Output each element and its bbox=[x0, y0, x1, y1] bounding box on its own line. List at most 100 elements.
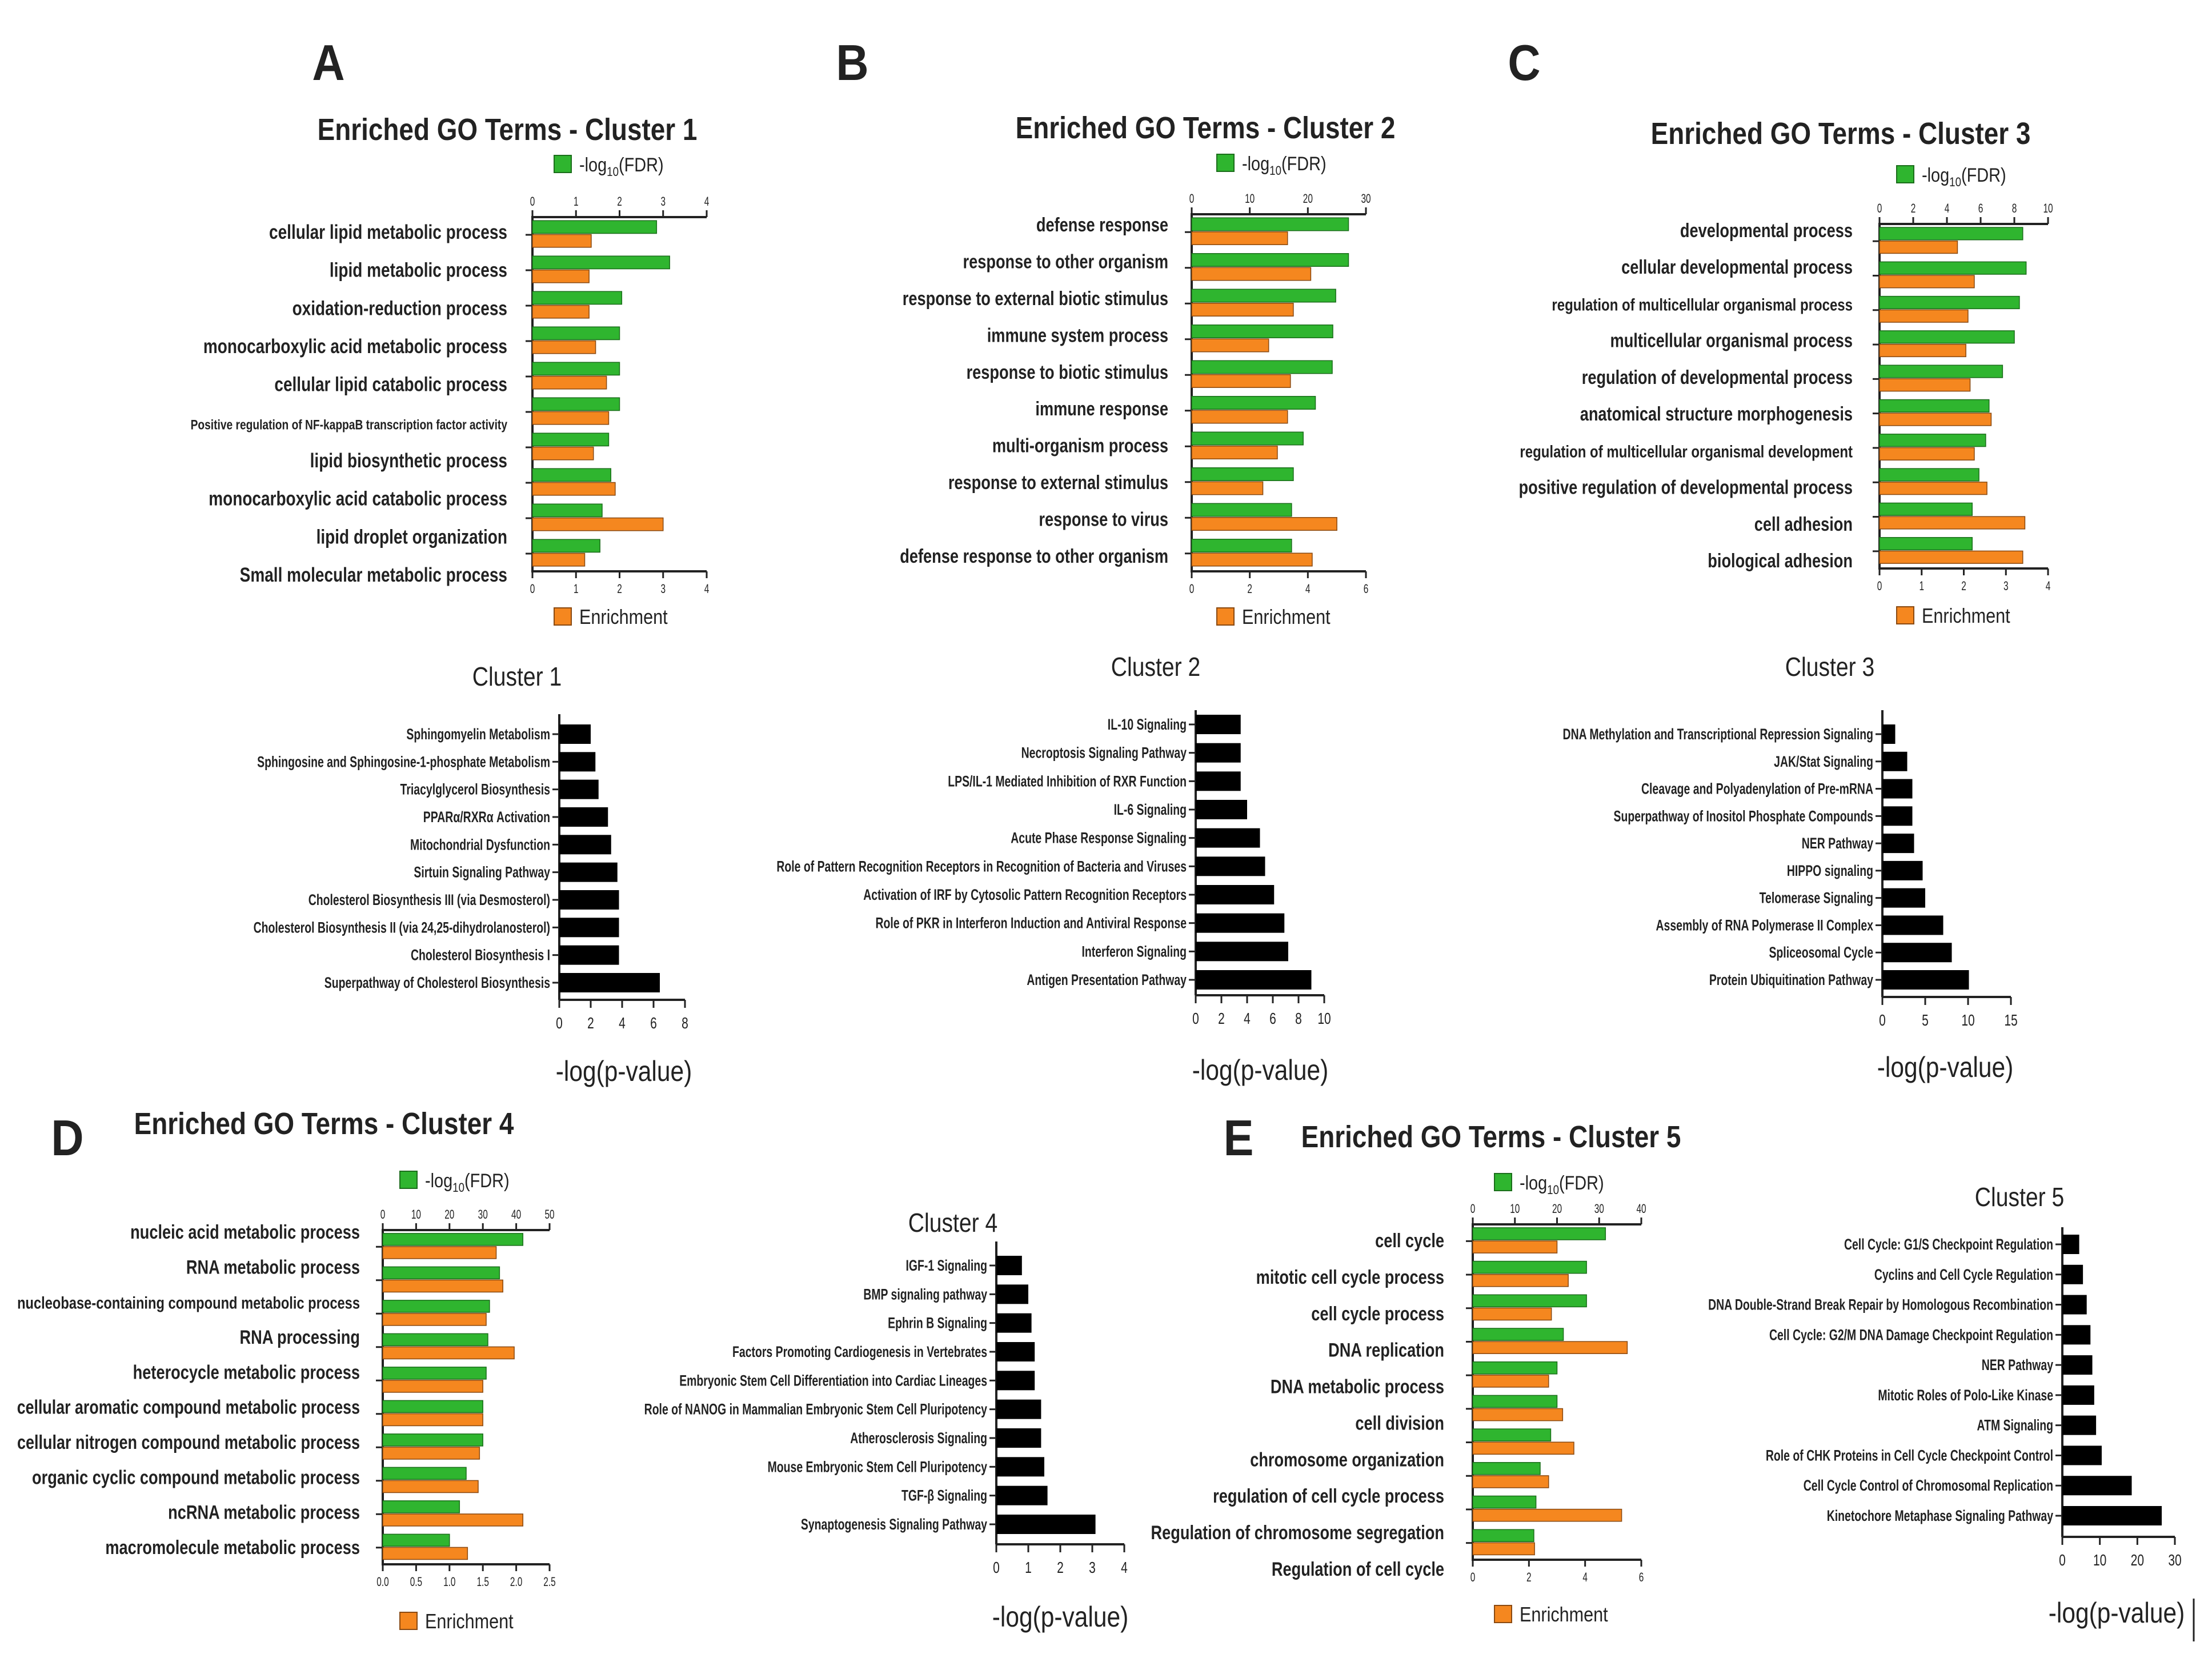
fdr-bar bbox=[382, 1333, 488, 1347]
go-chart-panel-b: B Enriched GO Terms - Cluster 2 0 10 20 30 0 2 4… bbox=[836, 34, 1395, 629]
enrichment-bar bbox=[1472, 1408, 1564, 1421]
pathway-bar bbox=[996, 1457, 1044, 1477]
pathway-bar bbox=[2062, 1415, 2097, 1435]
x-axis-tick-label: 0 bbox=[556, 1015, 563, 1032]
pathway-label: IGF-1 Signaling bbox=[905, 1257, 987, 1274]
pathway-bar bbox=[996, 1515, 1096, 1534]
top-axis-tick-label: 0 bbox=[380, 1208, 386, 1222]
fdr-bar bbox=[1879, 468, 1979, 482]
pathway-label: Cleavage and Polyadenylation of Pre-mRNA bbox=[1641, 780, 1873, 797]
fdr-bar bbox=[1472, 1428, 1552, 1441]
x-axis-tick-label: 3 bbox=[1089, 1559, 1096, 1577]
fdr-bar bbox=[1879, 330, 2015, 344]
pathway-label: Antigen Presentation Pathway bbox=[1027, 971, 1187, 988]
pathway-label: TGF-β Signaling bbox=[901, 1487, 987, 1504]
pathway-bar bbox=[559, 724, 591, 744]
legend-swatch-fdr bbox=[554, 155, 572, 173]
bottom-axis-tick-label: 6 bbox=[1364, 582, 1369, 596]
fdr-bar bbox=[532, 503, 603, 518]
legend-swatch-fdr bbox=[1896, 165, 1914, 183]
enrichment-bar bbox=[382, 1447, 480, 1460]
enrichment-bar bbox=[1879, 275, 1975, 289]
go-chart-panel-e: E Enriched GO Terms - Cluster 5 0 10 20 30 40 0… bbox=[1151, 1110, 1681, 1627]
panel-letter: B bbox=[836, 34, 868, 91]
enrichment-bar bbox=[382, 1480, 479, 1493]
enrichment-bar bbox=[1879, 343, 1966, 358]
pathway-bar bbox=[996, 1371, 1035, 1391]
category-label: Positive regulation of NF-kappaB transcr… bbox=[191, 416, 507, 432]
pathway-label: LPS/IL-1 Mediated Inhibition of RXR Func… bbox=[948, 772, 1187, 790]
x-axis-tick-label: 2 bbox=[587, 1015, 594, 1032]
fdr-bar bbox=[1191, 217, 1349, 231]
category-label: lipid metabolic process bbox=[330, 259, 507, 282]
pathway-label: Necroptosis Signaling Pathway bbox=[1021, 744, 1187, 762]
pathway-bar bbox=[559, 918, 619, 938]
pathway-label: Role of PKR in Interferon Induction and … bbox=[876, 915, 1187, 932]
fdr-bar bbox=[1879, 434, 1986, 447]
bottom-axis-tick-label: 4 bbox=[2046, 579, 2051, 593]
x-axis-tick-label: 4 bbox=[619, 1015, 626, 1032]
category-label: regulation of cell cycle process bbox=[1213, 1485, 1444, 1507]
pathway-bar bbox=[2062, 1264, 2083, 1284]
pathway-bar bbox=[2062, 1445, 2102, 1465]
go-chart-panel-d: D Enriched GO Terms - Cluster 4 0 10 20 30 40 5… bbox=[17, 1107, 556, 1633]
x-axis-title: -log(p-value) bbox=[2049, 1597, 2185, 1629]
fdr-bar bbox=[1191, 325, 1333, 338]
top-axis-tick-label: 20 bbox=[1303, 192, 1313, 206]
category-label: lipid biosynthetic process bbox=[310, 449, 507, 472]
enrichment-bar bbox=[1472, 1375, 1549, 1388]
bottom-axis-tick-label: 2 bbox=[617, 582, 622, 596]
pathway-label: Role of NANOG in Mammalian Embryonic Ste… bbox=[644, 1401, 987, 1418]
category-label: cell adhesion bbox=[1754, 513, 1853, 535]
x-axis-tick-label: 10 bbox=[2093, 1552, 2106, 1569]
enrichment-bar bbox=[382, 1313, 487, 1326]
fdr-bar bbox=[1191, 431, 1304, 446]
enrichment-bar bbox=[1472, 1273, 1569, 1287]
bottom-axis-tick-label: 1 bbox=[574, 582, 579, 596]
top-axis-tick-label: 2 bbox=[617, 195, 622, 209]
pathway-label: Cholesterol Biosynthesis II (via 24,25-d… bbox=[254, 919, 550, 936]
top-axis-tick-label: 40 bbox=[1636, 1202, 1646, 1216]
category-label: oxidation-reduction process bbox=[292, 297, 507, 319]
pathway-bar bbox=[996, 1399, 1041, 1419]
category-label: Regulation of cell cycle bbox=[1272, 1558, 1444, 1580]
top-axis-tick-label: 3 bbox=[660, 195, 666, 209]
bottom-axis-tick-label: 2 bbox=[1961, 579, 1966, 593]
fdr-bar bbox=[1472, 1495, 1537, 1509]
category-label: macromolecule metabolic process bbox=[105, 1536, 360, 1559]
pathway-bar bbox=[996, 1284, 1028, 1304]
pathway-label: JAK/Stat Signaling bbox=[1774, 753, 1873, 770]
fdr-bar bbox=[382, 1300, 490, 1313]
pathway-label: NER Pathway bbox=[1982, 1356, 2053, 1373]
top-axis-tick-label: 20 bbox=[1552, 1202, 1562, 1216]
pathway-label: Activation of IRF by Cytosolic Pattern R… bbox=[863, 886, 1187, 903]
pathway-bar bbox=[996, 1313, 1032, 1333]
pathway-bar bbox=[1882, 779, 1913, 799]
fdr-bar bbox=[532, 397, 620, 411]
enrichment-bar bbox=[1191, 338, 1269, 353]
legend-label-enrichment: Enrichment bbox=[579, 606, 668, 629]
fdr-bar bbox=[1191, 289, 1336, 303]
pathway-bar bbox=[2062, 1355, 2093, 1375]
pathway-label: Role of Pattern Recognition Receptors in… bbox=[776, 858, 1187, 875]
legend-label-enrichment: Enrichment bbox=[1242, 606, 1331, 629]
pathway-label: Sphingomyelin Metabolism bbox=[406, 726, 550, 743]
enrichment-bar bbox=[1879, 413, 1992, 426]
category-label: defense response bbox=[1036, 214, 1168, 236]
x-axis-tick-label: 2 bbox=[1057, 1559, 1064, 1577]
fdr-bar bbox=[532, 362, 620, 376]
chart-title: Enriched GO Terms - Cluster 5 bbox=[1301, 1120, 1681, 1154]
x-axis-title: -log(p-value) bbox=[556, 1055, 692, 1087]
fdr-bar bbox=[382, 1467, 467, 1480]
legend-label-fdr: -log10(FDR) bbox=[1242, 153, 1327, 178]
category-label: cellular lipid metabolic process bbox=[269, 221, 507, 243]
legend-swatch-enrichment bbox=[554, 607, 572, 626]
top-axis-tick-label: 10 bbox=[411, 1208, 421, 1222]
pathway-label: Interferon Signaling bbox=[1081, 943, 1187, 960]
category-label: regulation of multicellular organismal p… bbox=[1552, 295, 1853, 314]
enrichment-bar bbox=[1879, 482, 1987, 495]
top-axis-tick-label: 10 bbox=[1510, 1202, 1520, 1216]
pathway-bar bbox=[2062, 1325, 2091, 1345]
category-label: DNA replication bbox=[1328, 1339, 1444, 1361]
